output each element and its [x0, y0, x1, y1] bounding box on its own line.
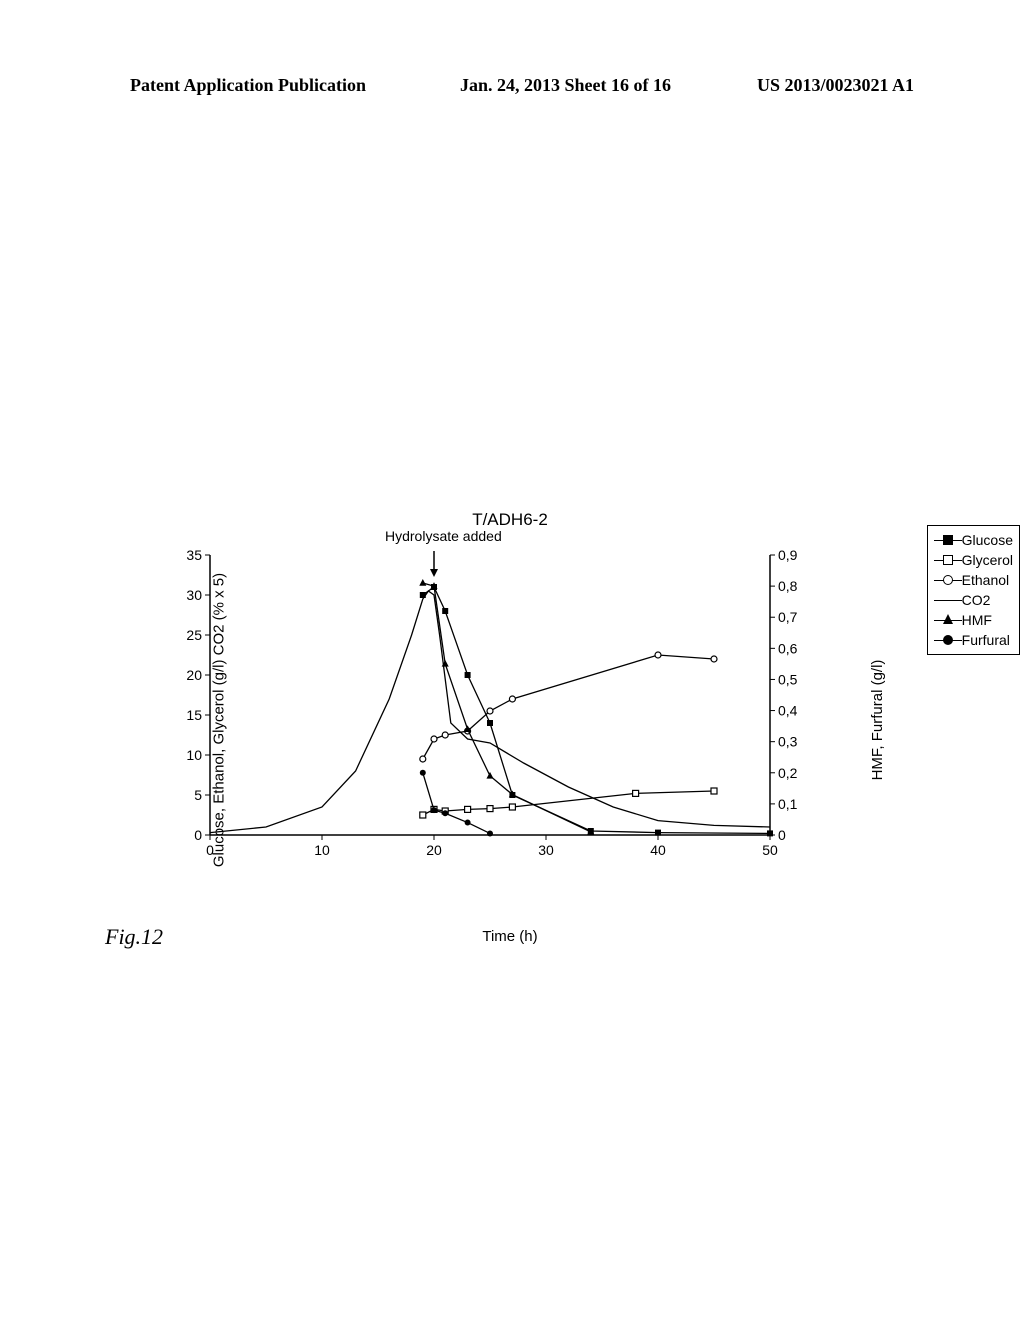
svg-text:30: 30 — [538, 842, 554, 858]
svg-text:0: 0 — [778, 827, 786, 843]
legend-item: CO2 — [934, 590, 1013, 610]
svg-text:0,3: 0,3 — [778, 734, 798, 750]
legend-label: CO2 — [962, 592, 991, 608]
figure-label: Fig.12 — [105, 924, 163, 950]
svg-text:0,4: 0,4 — [778, 703, 798, 719]
svg-text:5: 5 — [194, 787, 202, 803]
svg-text:0: 0 — [206, 842, 214, 858]
svg-text:0,5: 0,5 — [778, 671, 798, 687]
svg-text:0: 0 — [194, 827, 202, 843]
x-axis-label: Time (h) — [130, 928, 890, 945]
legend-label: HMF — [962, 612, 992, 628]
svg-text:0,6: 0,6 — [778, 640, 798, 656]
svg-text:30: 30 — [186, 587, 202, 603]
svg-text:35: 35 — [186, 547, 202, 563]
chart-title: T/ADH6-2 — [130, 510, 890, 530]
svg-text:50: 50 — [762, 842, 778, 858]
svg-text:0,2: 0,2 — [778, 765, 798, 781]
chart-svg: 010203040500510152025303500,10,20,30,40,… — [200, 545, 820, 875]
svg-text:10: 10 — [314, 842, 330, 858]
legend-item: Glucose — [934, 530, 1013, 550]
svg-text:0,9: 0,9 — [778, 547, 798, 563]
svg-text:20: 20 — [186, 667, 202, 683]
svg-text:0,1: 0,1 — [778, 796, 798, 812]
legend-label: Furfural — [962, 632, 1010, 648]
legend-label: Glucose — [962, 532, 1013, 548]
legend-item: Glycerol — [934, 550, 1013, 570]
header-left: Patent Application Publication — [130, 75, 366, 96]
svg-text:40: 40 — [650, 842, 666, 858]
svg-text:20: 20 — [426, 842, 442, 858]
legend-item: HMF — [934, 610, 1013, 630]
legend-label: Ethanol — [962, 572, 1009, 588]
svg-text:10: 10 — [186, 747, 202, 763]
chart: T/ADH6-2 Hydrolysate added Glucose, Etha… — [130, 540, 890, 900]
svg-text:15: 15 — [186, 707, 202, 723]
svg-text:0,8: 0,8 — [778, 578, 798, 594]
legend-label: Glycerol — [962, 552, 1013, 568]
y-axis-right-label: HMF, Furfural (g/l) — [869, 660, 886, 781]
header-center: Jan. 24, 2013 Sheet 16 of 16 — [460, 75, 671, 96]
header-right: US 2013/0023021 A1 — [757, 75, 914, 96]
hydrolysate-label: Hydrolysate added — [385, 528, 502, 544]
legend: Glucose Glycerol Ethanol CO2 HMF Furfura… — [927, 525, 1020, 655]
svg-text:0,7: 0,7 — [778, 609, 798, 625]
svg-text:25: 25 — [186, 627, 202, 643]
legend-item: Ethanol — [934, 570, 1013, 590]
legend-item: Furfural — [934, 630, 1013, 650]
